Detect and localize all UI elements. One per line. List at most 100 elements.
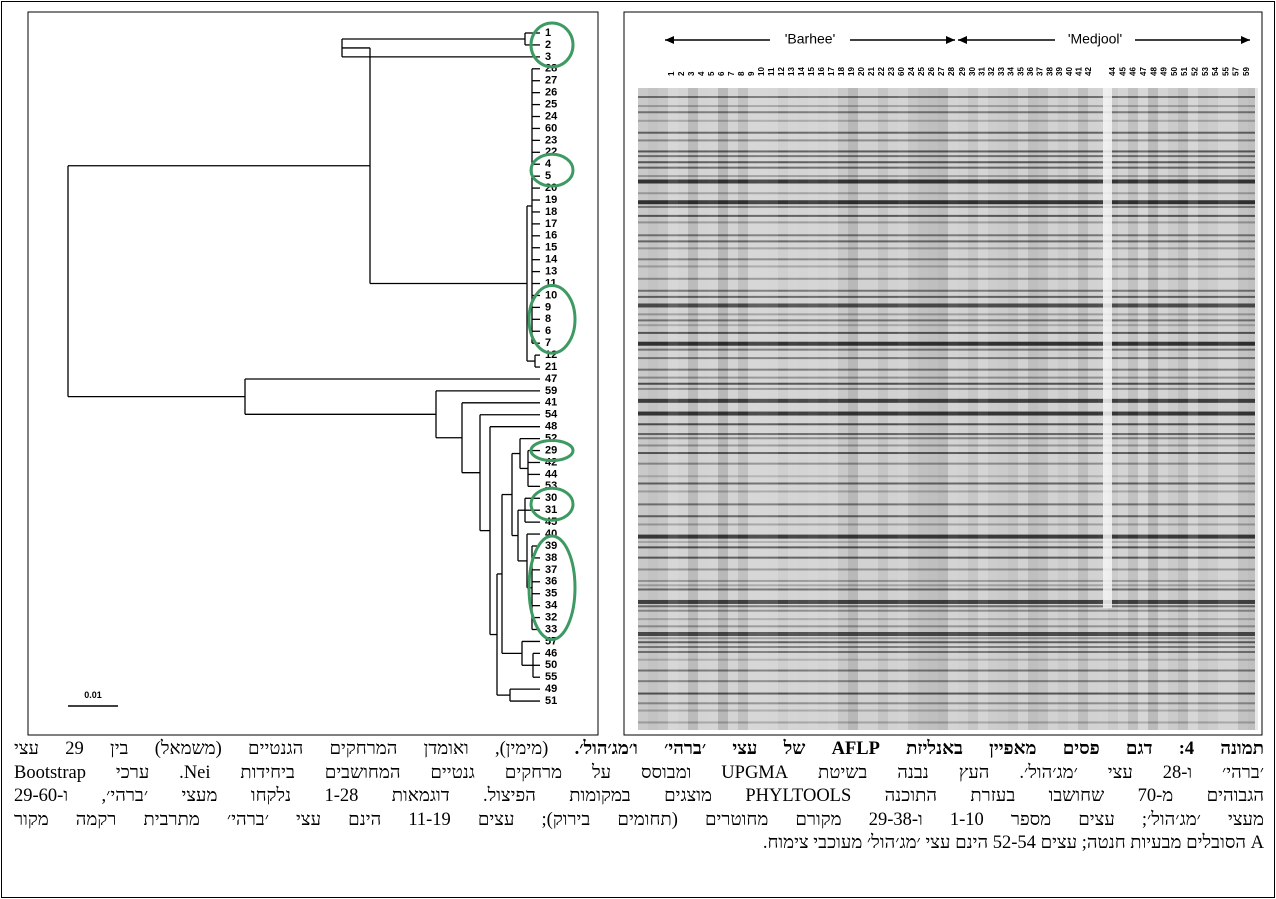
gel-band (638, 324, 1255, 327)
gel-lane-shade (998, 88, 1008, 730)
gel-band (638, 646, 1255, 649)
gel-lane-shade (968, 88, 978, 730)
scale-label: 0.01 (84, 690, 102, 700)
gel-band (638, 599, 1255, 604)
gel-band (638, 205, 1255, 208)
gel-lane-shade (928, 88, 938, 730)
gel-band (638, 658, 1255, 661)
caption: תמונה 4: דגם פסים מאפיין באנליזת AFLP של… (14, 738, 1264, 856)
gel-band (638, 357, 1255, 360)
leaf-label: 41 (545, 397, 557, 409)
gel-band (638, 631, 1255, 636)
lane-label: 30 (968, 67, 977, 76)
gel-lane-shade (1168, 88, 1178, 730)
lane-label: 60 (897, 67, 906, 76)
gel-band (638, 669, 1255, 672)
dendrogram-panel (27, 11, 599, 736)
leaf-label: 42 (545, 456, 557, 468)
gel-band (638, 584, 1255, 587)
gel-band (638, 200, 1255, 205)
highlight-ellipse (529, 486, 575, 522)
lane-label: 55 (1221, 67, 1230, 76)
gel-band (638, 680, 1255, 683)
gel-band (638, 444, 1255, 447)
leaf-label: 22 (545, 146, 557, 158)
gel-lane-shade (638, 88, 648, 730)
lane-label: 36 (1026, 67, 1035, 76)
leaf-label: 18 (545, 206, 557, 218)
caption-line: הגבוהים מ-70 שחושבו בעזרת התוכנה PHYLTOO… (14, 786, 1264, 806)
leaf-label: 54 (545, 409, 558, 421)
gel-lane-shade (768, 88, 778, 730)
gel-lane-shade (818, 88, 828, 730)
lane-label: 10 (757, 67, 766, 76)
leaf-label: 16 (545, 230, 557, 242)
lane-label: 13 (787, 67, 796, 76)
gel-band (638, 433, 1255, 436)
gel-band (638, 131, 1255, 134)
gel-band (638, 452, 1255, 455)
gel-lane-shade (938, 88, 948, 730)
group-label: 'Medjool' (1068, 31, 1122, 47)
leaf-label: 24 (545, 110, 558, 122)
lane-label: 29 (958, 67, 967, 76)
leaf-label: 38 (545, 552, 557, 564)
leaf-label: 52 (545, 433, 557, 445)
gel-band (638, 258, 1255, 261)
gel-lane-shade (1218, 88, 1228, 730)
gel-band (638, 331, 1255, 334)
gel-band (638, 303, 1255, 308)
gel-lane-shade (718, 88, 728, 730)
gel-band (638, 341, 1255, 346)
lane-label: 25 (917, 67, 926, 76)
gel-band (638, 650, 1255, 653)
lane-label: 31 (978, 67, 987, 76)
lane-label: 39 (1055, 67, 1064, 76)
highlight-ellipse (527, 534, 577, 641)
highlight-ellipse (529, 152, 575, 188)
caption-line: תמונה 4: דגם פסים מאפיין באנליזת AFLP של… (14, 738, 1264, 762)
gel-lane-shade (1078, 88, 1088, 730)
gel-lane-shade (838, 88, 848, 730)
lane-label: 3 (687, 71, 696, 76)
gel-lane-shade (878, 88, 888, 730)
leaf-label: 2 (545, 39, 551, 51)
gel-band (638, 534, 1255, 539)
caption-title: תמונה 4: דגם פסים מאפיין באנליזת AFLP של… (574, 739, 1264, 759)
gel-band (638, 556, 1255, 559)
leaf-label: 49 (545, 683, 557, 695)
caption-text: (מימין), ואומדן המרחקים הגנטיים (משמאל) … (14, 739, 575, 759)
leaf-label: 51 (545, 695, 557, 707)
arrow-head (946, 36, 955, 44)
lane-label: 17 (827, 67, 836, 76)
arrow-head (665, 36, 674, 44)
gel-band (638, 721, 1255, 724)
leaf-label: 3 (545, 51, 551, 63)
gel-lane-shade (948, 88, 958, 730)
gel-band (638, 265, 1255, 268)
label-bg (1055, 31, 1135, 49)
gel-panel (623, 11, 1263, 736)
lane-label: 14 (797, 67, 806, 76)
gel-lane-shade (988, 88, 998, 730)
leaf-label: 15 (545, 242, 557, 254)
lane-label: 6 (717, 71, 726, 76)
leaf-label: 37 (545, 564, 557, 576)
gel-lane-shade (908, 88, 918, 730)
lane-label: 11 (767, 67, 776, 76)
lane-label: 22 (877, 67, 886, 76)
gel-band (638, 579, 1255, 582)
gel-lane-shade (698, 88, 708, 730)
gel-band (638, 692, 1255, 695)
highlight-ellipse (527, 283, 577, 355)
leaf-label: 9 (545, 301, 551, 313)
gel-lane-shade (788, 88, 798, 730)
lane-label: 1 (667, 71, 676, 76)
lane-label: 59 (1242, 67, 1251, 76)
gel-band (638, 119, 1255, 122)
gel-band (638, 490, 1255, 493)
lane-label: 20 (857, 67, 866, 76)
leaf-label: 31 (545, 504, 557, 516)
caption-line: מעצי ׳מג׳הול׳; עצים מספר 1-10 ו-29-38 מק… (14, 809, 1264, 830)
gel-lane-shade (758, 88, 768, 730)
